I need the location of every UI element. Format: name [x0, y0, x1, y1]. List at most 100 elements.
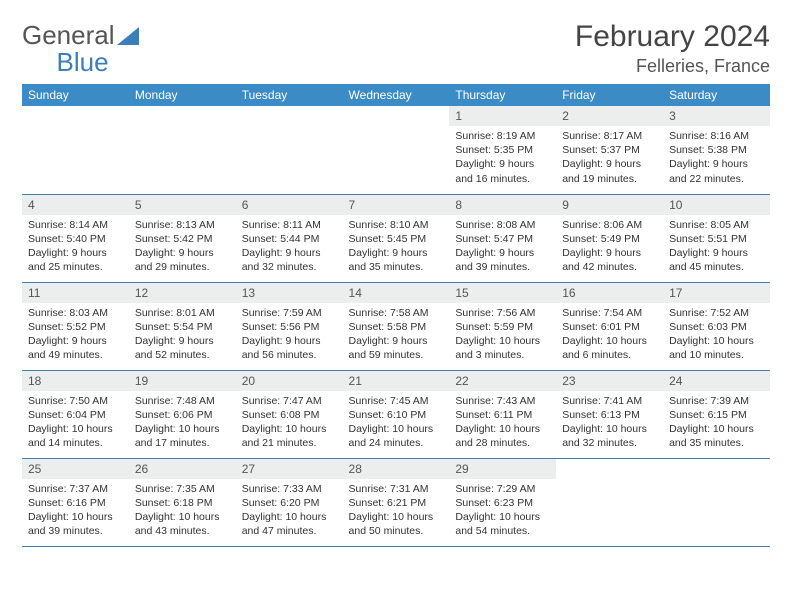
day-detail: Sunrise: 7:31 AMSunset: 6:21 PMDaylight:…: [343, 479, 450, 543]
day-number: 11: [22, 283, 129, 303]
day-detail: Sunrise: 7:58 AMSunset: 5:58 PMDaylight:…: [343, 303, 450, 367]
day-number: 10: [663, 195, 770, 215]
calendar-day-cell: 14Sunrise: 7:58 AMSunset: 5:58 PMDayligh…: [343, 282, 450, 370]
day-detail: Sunrise: 7:59 AMSunset: 5:56 PMDaylight:…: [236, 303, 343, 367]
day-detail: Sunrise: 8:05 AMSunset: 5:51 PMDaylight:…: [663, 215, 770, 279]
day-detail: Sunrise: 7:35 AMSunset: 6:18 PMDaylight:…: [129, 479, 236, 543]
day-detail: Sunrise: 8:17 AMSunset: 5:37 PMDaylight:…: [556, 126, 663, 190]
day-number: 4: [22, 195, 129, 215]
calendar-day-cell: 17Sunrise: 7:52 AMSunset: 6:03 PMDayligh…: [663, 282, 770, 370]
day-detail: Sunrise: 8:10 AMSunset: 5:45 PMDaylight:…: [343, 215, 450, 279]
calendar-table: SundayMondayTuesdayWednesdayThursdayFrid…: [22, 84, 770, 547]
day-detail: Sunrise: 8:16 AMSunset: 5:38 PMDaylight:…: [663, 126, 770, 190]
brand-part2-wrap: GeneralBlue: [22, 47, 770, 78]
calendar-day-cell: 2Sunrise: 8:17 AMSunset: 5:37 PMDaylight…: [556, 106, 663, 194]
calendar-week-row: 11Sunrise: 8:03 AMSunset: 5:52 PMDayligh…: [22, 282, 770, 370]
day-detail: Sunrise: 8:11 AMSunset: 5:44 PMDaylight:…: [236, 215, 343, 279]
day-detail: Sunrise: 7:50 AMSunset: 6:04 PMDaylight:…: [22, 391, 129, 455]
calendar-day-cell: 1Sunrise: 8:19 AMSunset: 5:35 PMDaylight…: [449, 106, 556, 194]
day-detail: Sunrise: 7:47 AMSunset: 6:08 PMDaylight:…: [236, 391, 343, 455]
day-number: 17: [663, 283, 770, 303]
calendar-day-cell: 20Sunrise: 7:47 AMSunset: 6:08 PMDayligh…: [236, 370, 343, 458]
calendar-day-cell: 16Sunrise: 7:54 AMSunset: 6:01 PMDayligh…: [556, 282, 663, 370]
day-number: 28: [343, 459, 450, 479]
day-detail: Sunrise: 7:54 AMSunset: 6:01 PMDaylight:…: [556, 303, 663, 367]
day-number: 27: [236, 459, 343, 479]
day-number: 22: [449, 371, 556, 391]
day-detail: Sunrise: 7:56 AMSunset: 5:59 PMDaylight:…: [449, 303, 556, 367]
day-detail: Sunrise: 7:39 AMSunset: 6:15 PMDaylight:…: [663, 391, 770, 455]
calendar-day-cell: [556, 458, 663, 546]
day-number: 13: [236, 283, 343, 303]
calendar-day-cell: 8Sunrise: 8:08 AMSunset: 5:47 PMDaylight…: [449, 194, 556, 282]
day-detail: Sunrise: 7:29 AMSunset: 6:23 PMDaylight:…: [449, 479, 556, 543]
day-number: 7: [343, 195, 450, 215]
calendar-day-cell: 29Sunrise: 7:29 AMSunset: 6:23 PMDayligh…: [449, 458, 556, 546]
day-detail: Sunrise: 7:43 AMSunset: 6:11 PMDaylight:…: [449, 391, 556, 455]
day-number: 9: [556, 195, 663, 215]
calendar-day-cell: 25Sunrise: 7:37 AMSunset: 6:16 PMDayligh…: [22, 458, 129, 546]
day-detail: Sunrise: 8:01 AMSunset: 5:54 PMDaylight:…: [129, 303, 236, 367]
day-number: 1: [449, 106, 556, 126]
day-number: 14: [343, 283, 450, 303]
weekday-header: Friday: [556, 84, 663, 106]
calendar-day-cell: 27Sunrise: 7:33 AMSunset: 6:20 PMDayligh…: [236, 458, 343, 546]
weekday-header: Tuesday: [236, 84, 343, 106]
calendar-day-cell: 6Sunrise: 8:11 AMSunset: 5:44 PMDaylight…: [236, 194, 343, 282]
logo-triangle-icon: [117, 27, 139, 45]
day-number: 21: [343, 371, 450, 391]
day-number: 3: [663, 106, 770, 126]
day-detail: Sunrise: 8:13 AMSunset: 5:42 PMDaylight:…: [129, 215, 236, 279]
day-detail: Sunrise: 7:52 AMSunset: 6:03 PMDaylight:…: [663, 303, 770, 367]
day-number: 18: [22, 371, 129, 391]
calendar-day-cell: 23Sunrise: 7:41 AMSunset: 6:13 PMDayligh…: [556, 370, 663, 458]
day-detail: Sunrise: 8:06 AMSunset: 5:49 PMDaylight:…: [556, 215, 663, 279]
day-number: 8: [449, 195, 556, 215]
weekday-header: Thursday: [449, 84, 556, 106]
day-detail: Sunrise: 8:03 AMSunset: 5:52 PMDaylight:…: [22, 303, 129, 367]
day-number: 26: [129, 459, 236, 479]
day-detail: Sunrise: 7:37 AMSunset: 6:16 PMDaylight:…: [22, 479, 129, 543]
day-number: 5: [129, 195, 236, 215]
calendar-day-cell: 9Sunrise: 8:06 AMSunset: 5:49 PMDaylight…: [556, 194, 663, 282]
day-number: 16: [556, 283, 663, 303]
calendar-week-row: 25Sunrise: 7:37 AMSunset: 6:16 PMDayligh…: [22, 458, 770, 546]
weekday-header: Sunday: [22, 84, 129, 106]
day-number: 6: [236, 195, 343, 215]
calendar-day-cell: 28Sunrise: 7:31 AMSunset: 6:21 PMDayligh…: [343, 458, 450, 546]
calendar-day-cell: 26Sunrise: 7:35 AMSunset: 6:18 PMDayligh…: [129, 458, 236, 546]
calendar-day-cell: 24Sunrise: 7:39 AMSunset: 6:15 PMDayligh…: [663, 370, 770, 458]
calendar-day-cell: [663, 458, 770, 546]
day-number: 25: [22, 459, 129, 479]
day-detail: Sunrise: 7:45 AMSunset: 6:10 PMDaylight:…: [343, 391, 450, 455]
weekday-header-row: SundayMondayTuesdayWednesdayThursdayFrid…: [22, 84, 770, 106]
calendar-day-cell: 15Sunrise: 7:56 AMSunset: 5:59 PMDayligh…: [449, 282, 556, 370]
calendar-day-cell: [129, 106, 236, 194]
calendar-day-cell: [22, 106, 129, 194]
calendar-day-cell: 7Sunrise: 8:10 AMSunset: 5:45 PMDaylight…: [343, 194, 450, 282]
day-detail: Sunrise: 8:19 AMSunset: 5:35 PMDaylight:…: [449, 126, 556, 190]
day-number: 19: [129, 371, 236, 391]
day-number: 29: [449, 459, 556, 479]
calendar-day-cell: 12Sunrise: 8:01 AMSunset: 5:54 PMDayligh…: [129, 282, 236, 370]
calendar-week-row: 4Sunrise: 8:14 AMSunset: 5:40 PMDaylight…: [22, 194, 770, 282]
calendar-body: 1Sunrise: 8:19 AMSunset: 5:35 PMDaylight…: [22, 106, 770, 546]
calendar-week-row: 1Sunrise: 8:19 AMSunset: 5:35 PMDaylight…: [22, 106, 770, 194]
brand-part2: Blue: [57, 47, 109, 77]
weekday-header: Monday: [129, 84, 236, 106]
calendar-day-cell: 11Sunrise: 8:03 AMSunset: 5:52 PMDayligh…: [22, 282, 129, 370]
day-detail: Sunrise: 8:14 AMSunset: 5:40 PMDaylight:…: [22, 215, 129, 279]
day-number: 24: [663, 371, 770, 391]
calendar-day-cell: 19Sunrise: 7:48 AMSunset: 6:06 PMDayligh…: [129, 370, 236, 458]
calendar-day-cell: 3Sunrise: 8:16 AMSunset: 5:38 PMDaylight…: [663, 106, 770, 194]
day-number: 2: [556, 106, 663, 126]
calendar-day-cell: 21Sunrise: 7:45 AMSunset: 6:10 PMDayligh…: [343, 370, 450, 458]
calendar-week-row: 18Sunrise: 7:50 AMSunset: 6:04 PMDayligh…: [22, 370, 770, 458]
day-number: 23: [556, 371, 663, 391]
calendar-day-cell: 10Sunrise: 8:05 AMSunset: 5:51 PMDayligh…: [663, 194, 770, 282]
calendar-day-cell: 22Sunrise: 7:43 AMSunset: 6:11 PMDayligh…: [449, 370, 556, 458]
calendar-day-cell: 18Sunrise: 7:50 AMSunset: 6:04 PMDayligh…: [22, 370, 129, 458]
day-detail: Sunrise: 7:48 AMSunset: 6:06 PMDaylight:…: [129, 391, 236, 455]
day-detail: Sunrise: 8:08 AMSunset: 5:47 PMDaylight:…: [449, 215, 556, 279]
calendar-day-cell: 4Sunrise: 8:14 AMSunset: 5:40 PMDaylight…: [22, 194, 129, 282]
